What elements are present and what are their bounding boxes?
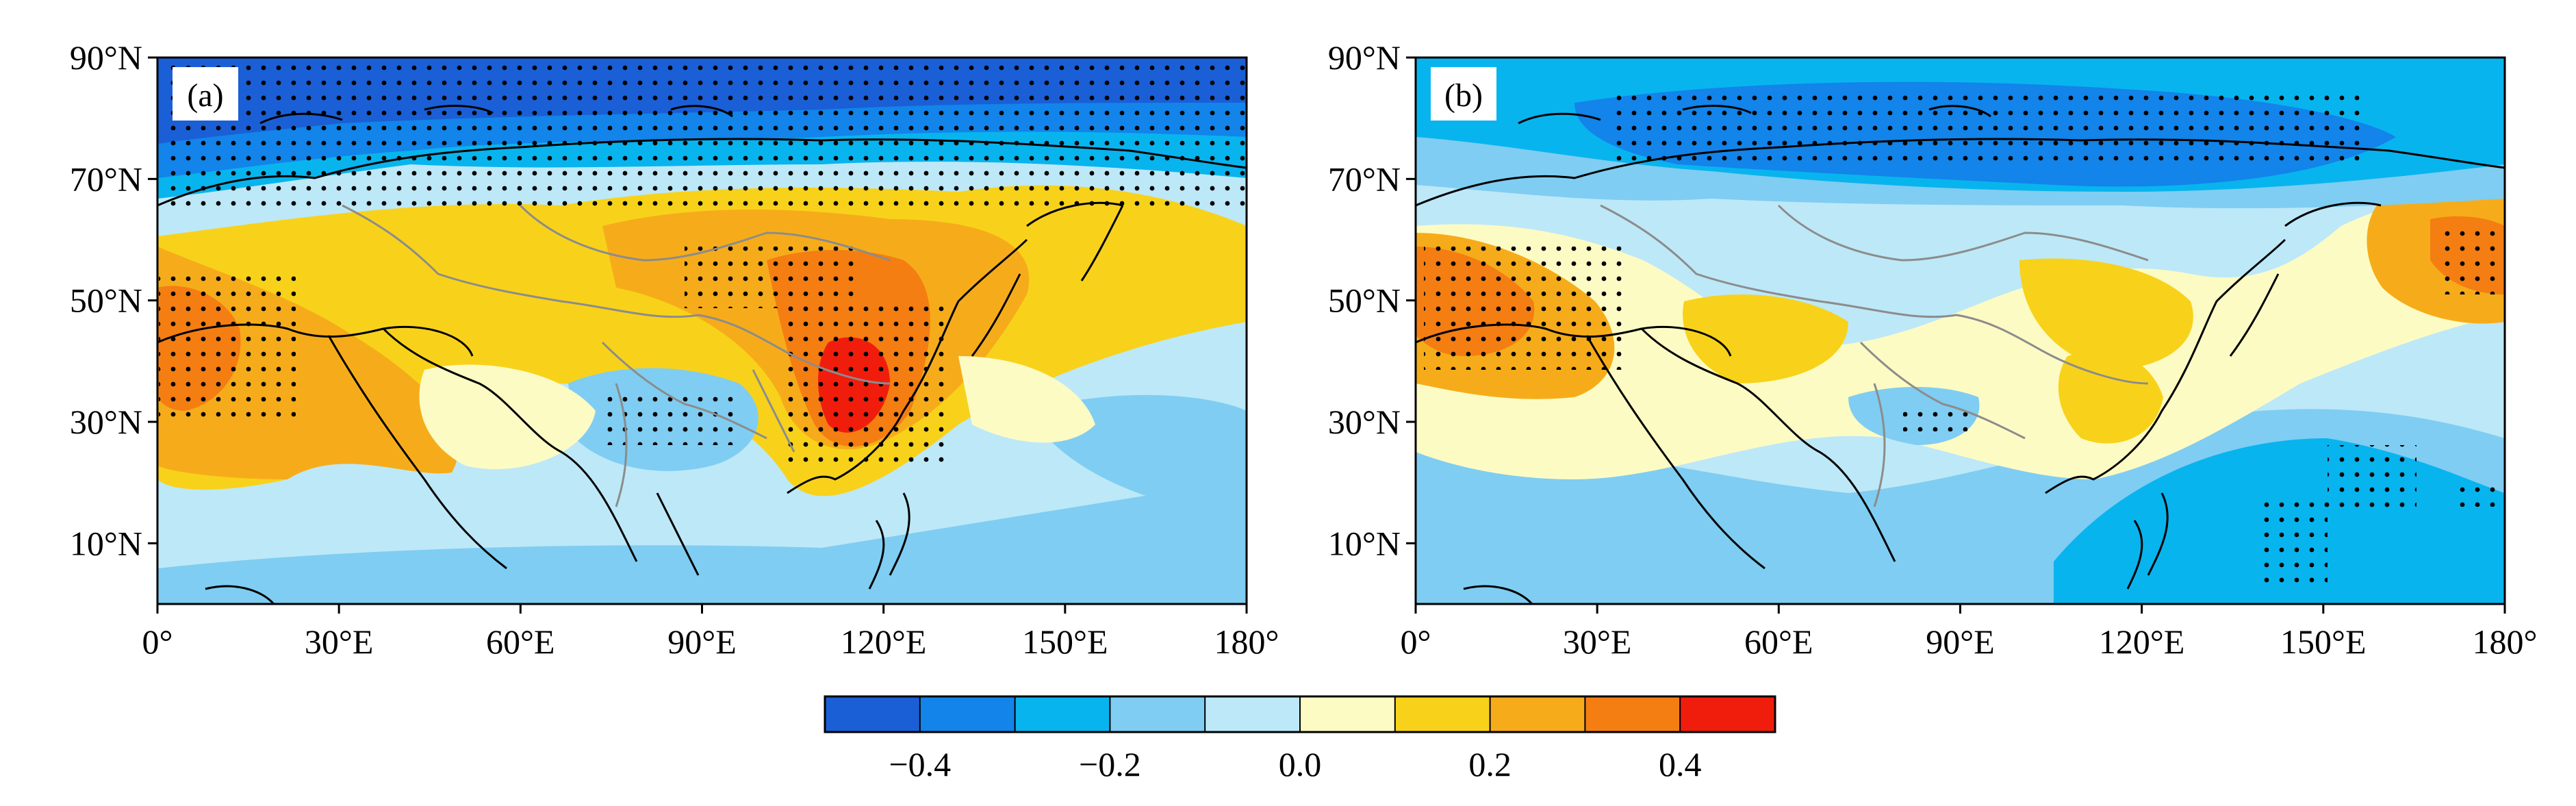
colorbar-segment	[1394, 696, 1491, 732]
lon-tick-label-b: 180°	[2473, 622, 2538, 661]
colorbar-segment	[1110, 696, 1206, 732]
colorbar-tick-label: 0.2	[1468, 745, 1512, 783]
lon-tick-label-a: 180°	[1214, 622, 1279, 661]
lon-tick-label-b: 150°E	[2280, 622, 2367, 661]
lat-tick-label-a: 30°N	[70, 403, 142, 441]
map-panel-b: (b)	[1414, 56, 2506, 605]
lat-tick-label-a: 50°N	[70, 281, 142, 320]
lon-tick-label-a: 30°E	[305, 622, 374, 661]
country-borders-b	[1600, 204, 2149, 507]
lon-tick-label-a: 0°	[142, 622, 173, 661]
anomaly-field-a	[157, 58, 1247, 604]
lat-tick-label-b: 90°N	[1328, 38, 1401, 77]
lon-tick-label-a: 90°E	[667, 622, 737, 661]
lon-tick-label-a: 120°E	[841, 622, 927, 661]
lon-tick-label-a: 150°E	[1022, 622, 1108, 661]
panel-label-box-b	[1431, 67, 1496, 121]
lat-tick-label-b: 30°N	[1328, 403, 1401, 441]
axis-ticks-a: 90°N 70°N 50°N 30°N 10°N 0° 30°E 60°E 90°E 120°E 1…	[70, 38, 1279, 661]
colorbar-tick-label: −0.2	[1079, 745, 1141, 783]
panel-label-box-a	[173, 67, 238, 121]
colorbar-segment	[1585, 696, 1681, 732]
colorbar-tick-label: 0.4	[1659, 745, 1702, 783]
lon-tick-label-b: 60°E	[1744, 622, 1813, 661]
colorbar-tick-label: 0.0	[1279, 745, 1322, 783]
colorbar-segment	[919, 696, 1016, 732]
country-borders-a	[342, 204, 891, 507]
lat-tick-label-b: 70°N	[1328, 160, 1401, 198]
colorbar-segment	[1015, 696, 1110, 732]
colorbar-segment	[1490, 696, 1585, 732]
lon-tick-label-b: 0°	[1401, 622, 1431, 661]
lon-tick-label-b: 30°E	[1563, 622, 1632, 661]
coastlines-a	[157, 105, 1247, 604]
panel-label-a: (a)	[187, 77, 223, 114]
lat-tick-label-a: 70°N	[70, 160, 142, 198]
colorbar-segment	[1205, 696, 1301, 732]
colorbar-tick-label: −0.4	[889, 745, 951, 783]
axis-ticks-b: 90°N 70°N 50°N 30°N 10°N 0° 30°E 60°E 90°E 120°E 1…	[1328, 38, 2538, 661]
panel-label-b: (b)	[1444, 77, 1483, 114]
lat-tick-label-b: 50°N	[1328, 281, 1401, 320]
lon-tick-label-b: 90°E	[1926, 622, 1995, 661]
colorbar-segment	[825, 696, 921, 732]
lon-tick-label-b: 120°E	[2099, 622, 2185, 661]
lon-tick-label-a: 60°E	[486, 622, 555, 661]
lat-tick-label-a: 10°N	[70, 524, 142, 562]
colorbar-segment	[1680, 696, 1776, 732]
colorbar-segment	[1300, 696, 1396, 732]
anomaly-field-b	[1416, 58, 2505, 604]
coastlines-b	[1416, 105, 2505, 604]
map-panel-a: (a)	[156, 56, 1248, 605]
colorbar: −0.4 −0.2 0.0 0.2 0.4	[824, 695, 1776, 783]
lat-tick-label-b: 10°N	[1328, 524, 1401, 562]
lat-tick-label-a: 90°N	[70, 38, 142, 77]
